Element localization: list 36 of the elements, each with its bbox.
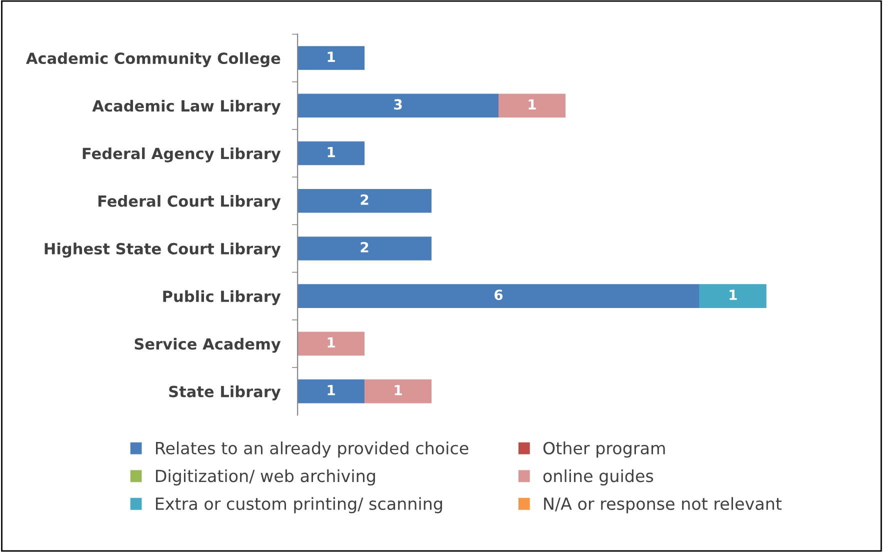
data-label: 2 bbox=[360, 194, 368, 205]
bar bbox=[298, 46, 365, 70]
data-label: 1 bbox=[328, 52, 335, 62]
legend-label: N/A or response not relevant bbox=[544, 497, 782, 514]
bar bbox=[298, 141, 365, 166]
data-label: 6 bbox=[494, 290, 503, 300]
data-label: 2 bbox=[360, 242, 368, 252]
data-label: 3 bbox=[394, 99, 402, 110]
data-label: 1 bbox=[394, 385, 402, 396]
bar bbox=[364, 379, 432, 404]
data-label: 1 bbox=[730, 290, 737, 300]
data-label: 1 bbox=[328, 146, 335, 158]
bar bbox=[298, 94, 499, 118]
bar bbox=[298, 236, 432, 260]
y-tick-label: Academic Law Library bbox=[92, 100, 281, 115]
data-label: 1 bbox=[528, 99, 536, 110]
bar bbox=[699, 284, 766, 308]
legend-label: online guides bbox=[543, 469, 654, 486]
bar bbox=[298, 379, 365, 404]
data-label: 1 bbox=[328, 337, 335, 348]
legend-label: Other program bbox=[543, 442, 665, 458]
bar bbox=[298, 188, 432, 213]
legend-label: Relates to an already provided choice bbox=[156, 442, 468, 458]
y-tick-label: Academic Community College bbox=[26, 52, 280, 68]
y-tick-label: Public Library bbox=[163, 290, 281, 306]
bar bbox=[298, 284, 700, 308]
bar bbox=[498, 94, 566, 118]
legend-label: Extra or custom printing/ scanning bbox=[156, 497, 442, 514]
y-tick-label: Federal Agency Library bbox=[82, 147, 281, 162]
y-tick-label: Highest State Court Library bbox=[44, 242, 281, 258]
bar bbox=[298, 332, 365, 356]
y-tick-label: Service Academy bbox=[134, 338, 281, 353]
data-label: 1 bbox=[328, 385, 335, 396]
y-tick-label: State Library bbox=[169, 385, 281, 400]
y-tick-label: Federal Court Library bbox=[98, 195, 281, 210]
legend-label: Digitization/ web archiving bbox=[156, 469, 375, 486]
